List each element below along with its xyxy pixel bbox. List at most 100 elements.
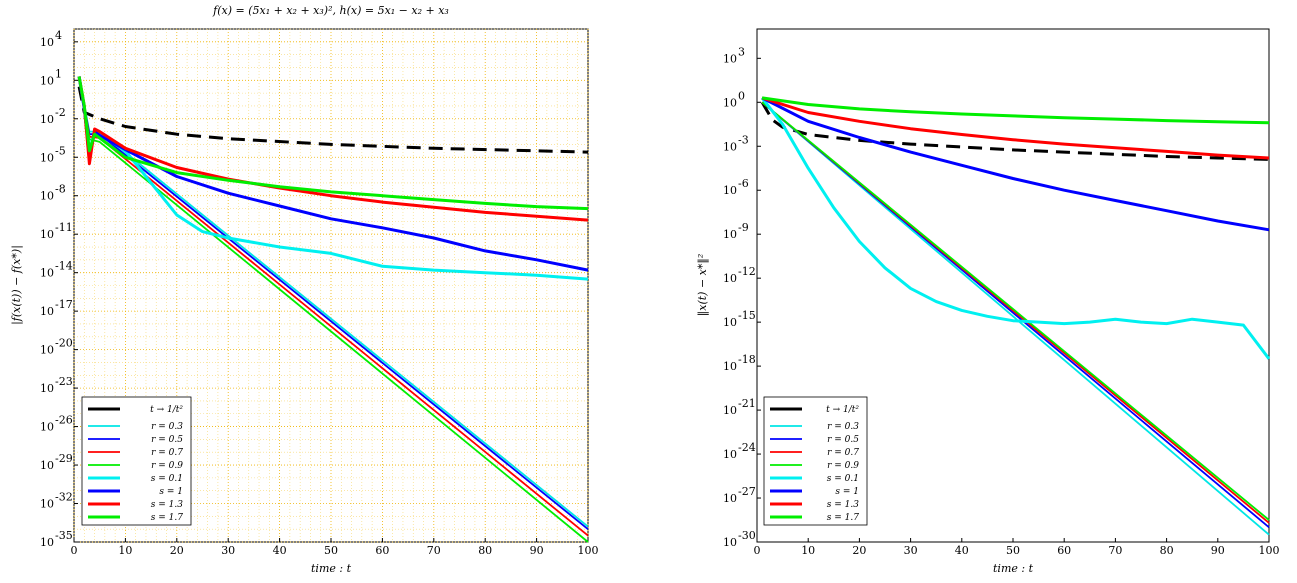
y-tick-exponent: -15 — [738, 309, 756, 322]
y-tick-label: 10 — [40, 36, 54, 49]
series-line — [761, 101, 1270, 521]
y-tick-label: 10 — [40, 151, 54, 164]
y-tick-exponent: -21 — [738, 397, 756, 410]
x-tick-label: 100 — [578, 544, 599, 557]
series-line — [760, 96, 1271, 360]
x-axis-label-left: time : t — [311, 562, 352, 575]
y-tick-exponent: 3 — [738, 45, 745, 58]
chart-right: 0 10 20 30 40 50 60 70 80 90 100 10310010-310-610-… — [696, 28, 1280, 575]
y-tick-exponent: 1 — [55, 67, 62, 80]
y-axis-label-right: ‖x(t) − x*‖² — [696, 254, 710, 317]
y-tick-exponent: -11 — [55, 221, 73, 234]
x-tick-label: 20 — [170, 544, 184, 557]
x-tick-label: 70 — [1108, 544, 1122, 557]
y-tick-label: 10 — [723, 448, 737, 461]
legend-label: r = 0.3 — [151, 422, 183, 432]
y-tick-label: 10 — [40, 228, 54, 241]
legend-right: t → 1/t² r = 0.3 r = 0.5 r = 0.7 r = 0.9 s = … — [763, 396, 868, 526]
legend-label: r = 0.5 — [151, 435, 183, 445]
y-tick-label: 10 — [723, 184, 737, 197]
legend-label: s = 0.1 — [151, 474, 183, 484]
y-axis-left: 10410110-210-510-810-1110-1410-1710-2010… — [40, 29, 78, 549]
legend-label: r = 0.3 — [827, 422, 859, 432]
x-tick-label: 0 — [71, 544, 78, 557]
legend-label: s = 1.3 — [827, 500, 859, 510]
y-tick-exponent: -32 — [55, 491, 73, 504]
x-tick-label: 20 — [852, 544, 866, 557]
y-tick-label: 10 — [40, 459, 54, 472]
x-tick-label: 90 — [1211, 544, 1225, 557]
legend-label: t → 1/t² — [826, 405, 859, 415]
y-tick-label: 10 — [40, 113, 54, 126]
y-axis-right: 10310010-310-610-910-1210-1510-1810-2110… — [723, 45, 761, 549]
x-tick-label: 50 — [324, 544, 338, 557]
y-tick-exponent: -20 — [55, 337, 73, 350]
y-axis-label-left: |f(x(t)) − f(x*)| — [10, 245, 24, 325]
y-tick-exponent: -9 — [738, 221, 749, 234]
legend-label: s = 0.1 — [827, 474, 859, 484]
x-tick-label: 70 — [427, 544, 441, 557]
y-tick-exponent: -30 — [738, 529, 756, 542]
legend-label: r = 0.5 — [827, 435, 859, 445]
x-tick-label: 40 — [955, 544, 969, 557]
y-tick-exponent: -14 — [55, 260, 73, 273]
y-tick-exponent: -17 — [55, 298, 73, 311]
x-tick-label: 10 — [801, 544, 815, 557]
y-tick-exponent: -18 — [738, 353, 756, 366]
y-tick-exponent: -35 — [55, 529, 73, 542]
legend-label: r = 0.9 — [151, 461, 183, 471]
y-tick-label: 10 — [723, 536, 737, 549]
y-tick-label: 10 — [723, 316, 737, 329]
y-tick-exponent: -12 — [738, 265, 756, 278]
legend-label: s = 1.7 — [827, 513, 859, 523]
legend-label: s = 1.3 — [151, 500, 183, 510]
y-tick-exponent: -26 — [55, 414, 73, 427]
x-axis-right: 0 10 20 30 40 50 60 70 80 90 100 — [754, 538, 1280, 557]
x-tick-label: 90 — [530, 544, 544, 557]
series-line — [761, 96, 1270, 125]
legend-label: t → 1/t² — [150, 405, 183, 415]
y-tick-exponent: -6 — [738, 177, 749, 190]
y-tick-label: 10 — [40, 267, 54, 280]
legend-label: r = 0.7 — [151, 448, 183, 458]
y-tick-exponent: -29 — [55, 452, 73, 465]
legend-label: s = 1 — [159, 487, 183, 497]
chart-left: 0 10 20 30 40 50 60 70 80 90 100 10410110-210-510-… — [10, 28, 599, 575]
x-tick-label: 10 — [118, 544, 132, 557]
y-tick-exponent: -24 — [738, 441, 756, 454]
series-line — [77, 76, 589, 211]
y-tick-label: 10 — [40, 382, 54, 395]
legend-label: r = 0.9 — [827, 461, 859, 471]
legend-label: s = 1.7 — [151, 513, 183, 523]
series-left — [77, 76, 589, 543]
y-tick-exponent: -27 — [738, 485, 756, 498]
legend-label: r = 0.7 — [827, 448, 859, 458]
series-line — [761, 96, 1270, 160]
x-tick-label: 80 — [478, 544, 492, 557]
y-tick-exponent: -3 — [738, 133, 749, 146]
series-right — [760, 96, 1271, 536]
y-tick-label: 10 — [723, 52, 737, 65]
y-tick-label: 10 — [723, 272, 737, 285]
x-tick-label: 100 — [1259, 544, 1280, 557]
x-tick-label: 30 — [904, 544, 918, 557]
y-tick-exponent: -2 — [55, 106, 66, 119]
x-tick-label: 0 — [754, 544, 761, 557]
series-line — [77, 86, 589, 154]
x-tick-label: 60 — [375, 544, 389, 557]
y-tick-label: 10 — [723, 404, 737, 417]
x-axis-label-right: time : t — [993, 562, 1034, 575]
y-tick-exponent: 0 — [738, 89, 745, 102]
y-tick-label: 10 — [40, 344, 54, 357]
y-tick-label: 10 — [40, 498, 54, 511]
y-tick-label: 10 — [40, 305, 54, 318]
x-tick-label: 50 — [1006, 544, 1020, 557]
x-tick-label: 40 — [273, 544, 287, 557]
y-tick-label: 10 — [40, 74, 54, 87]
y-tick-label: 10 — [40, 536, 54, 549]
y-tick-label: 10 — [40, 421, 54, 434]
x-axis-left: 0 10 20 30 40 50 60 70 80 90 100 — [71, 538, 599, 557]
y-tick-label: 10 — [723, 228, 737, 241]
y-tick-exponent: -23 — [55, 375, 73, 388]
y-tick-label: 10 — [723, 360, 737, 373]
